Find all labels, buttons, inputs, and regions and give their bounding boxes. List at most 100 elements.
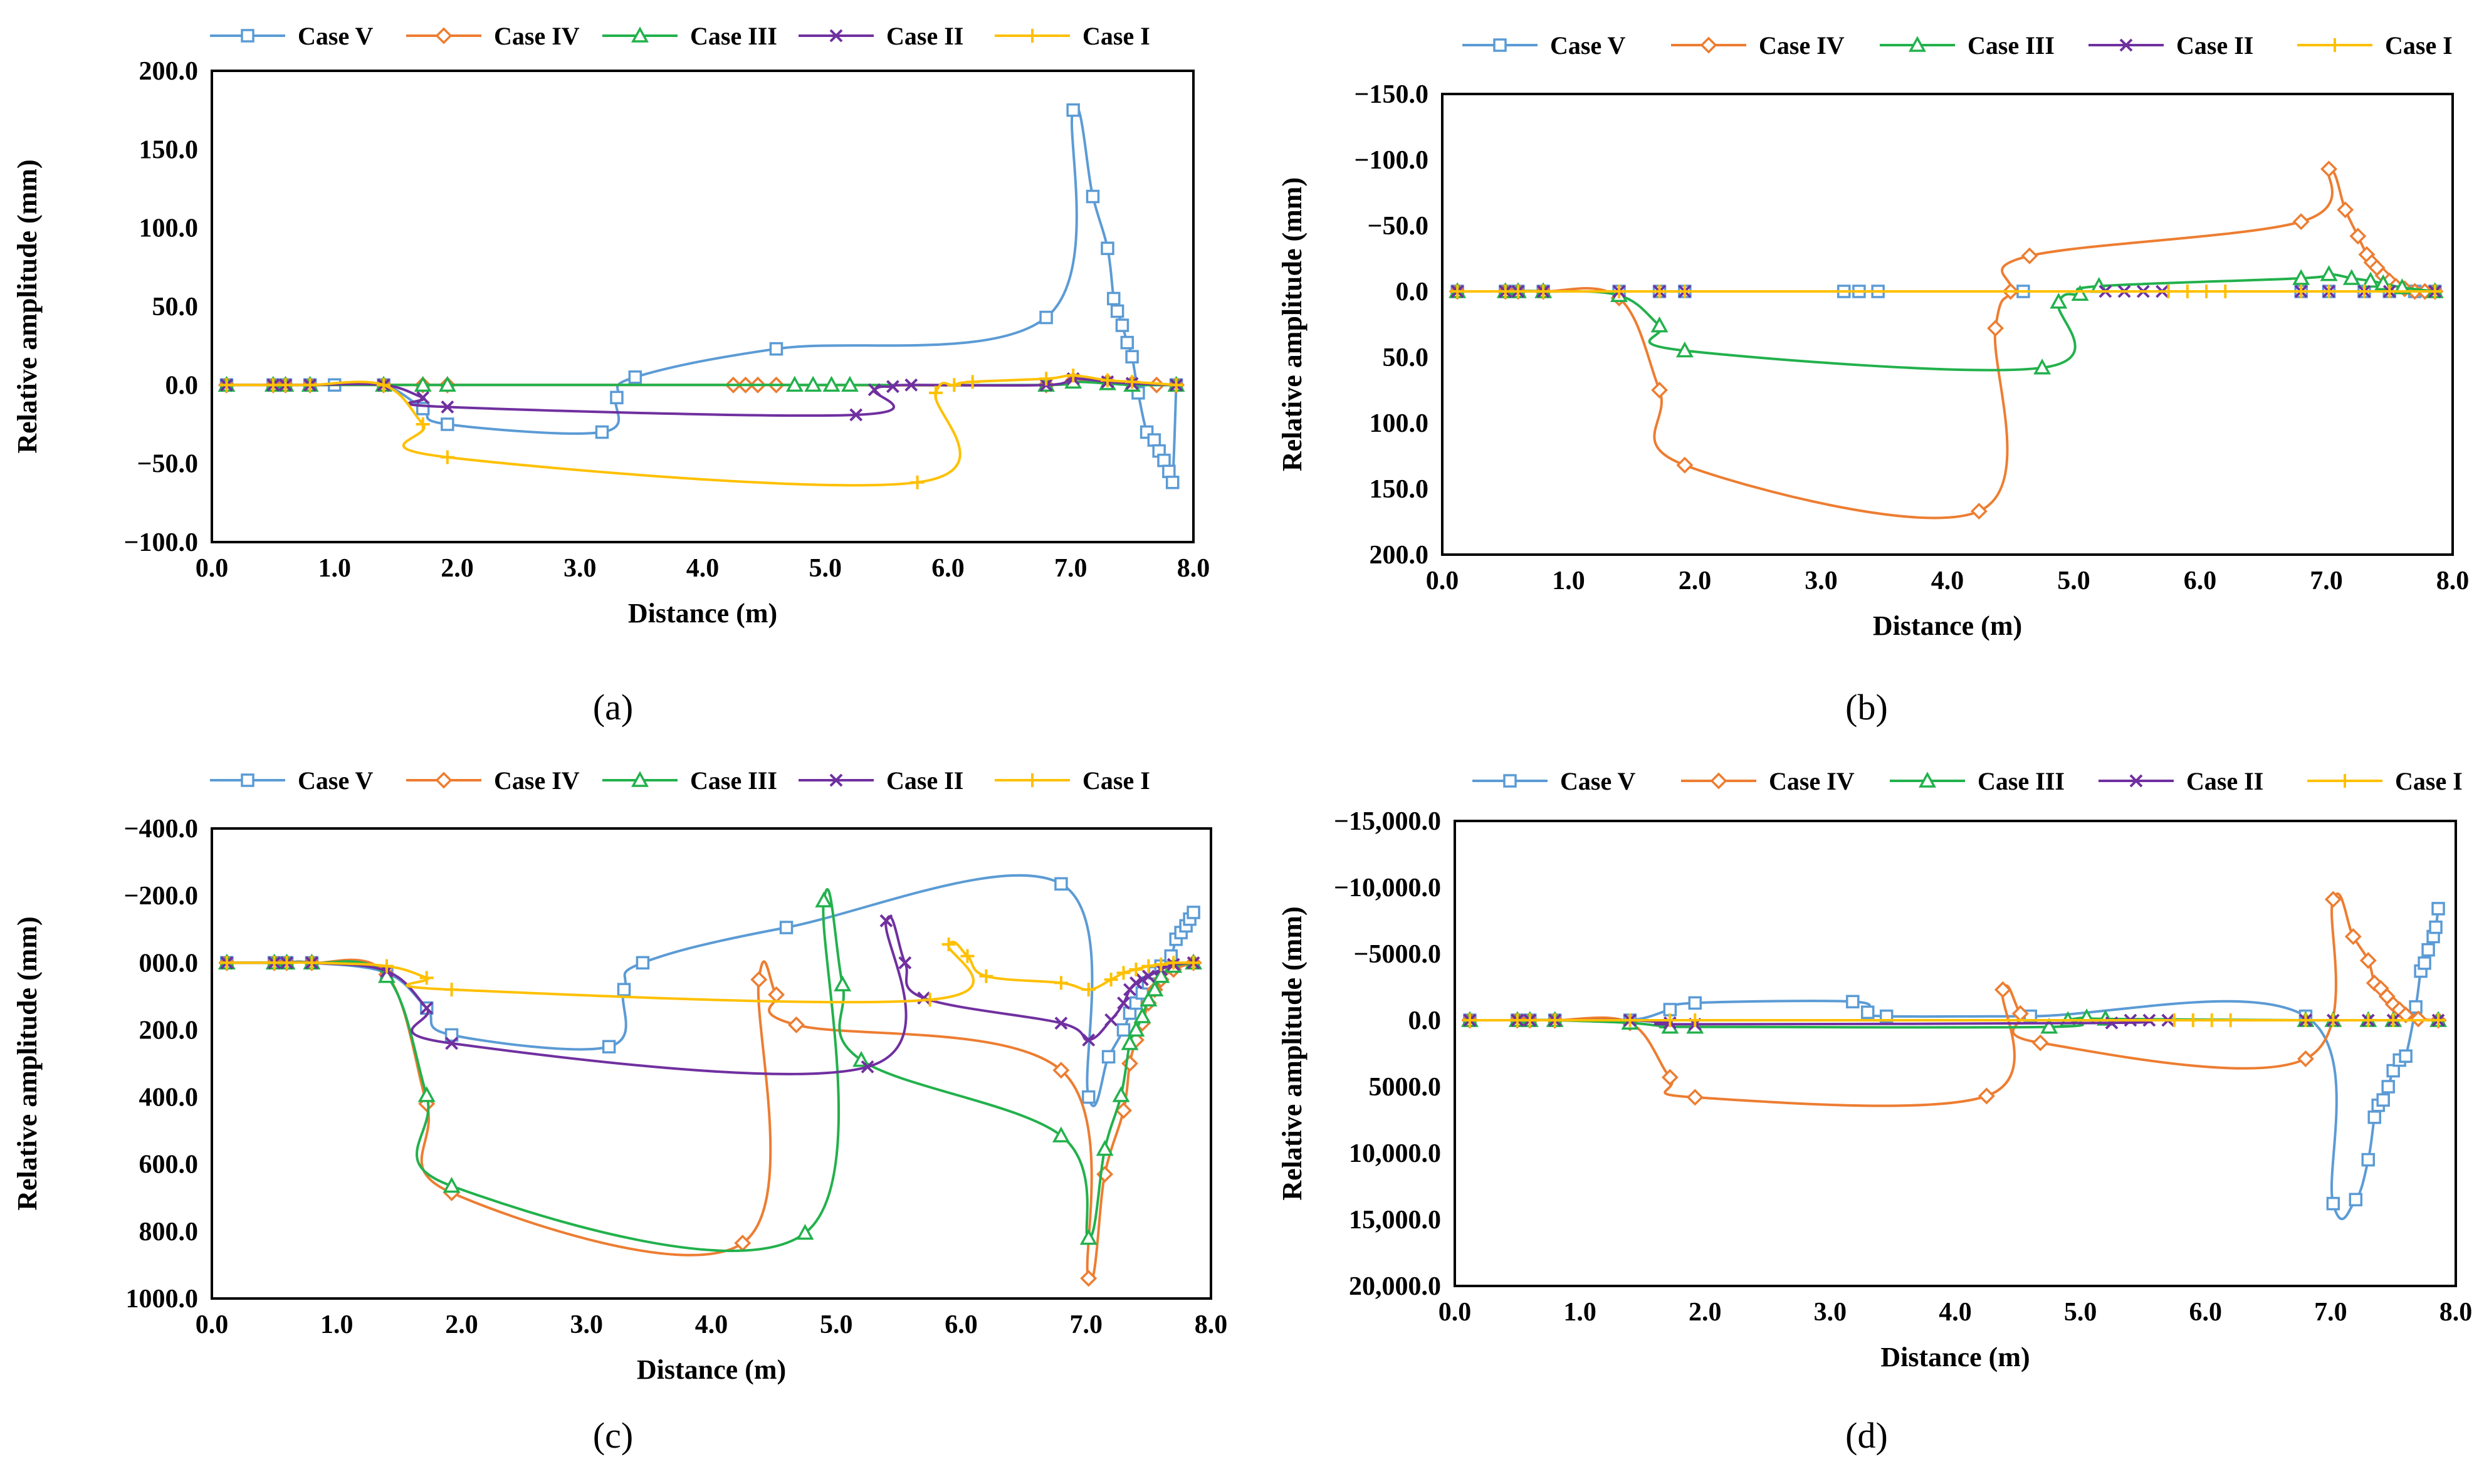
legend-item-case-ii: Case II: [799, 22, 963, 50]
x-axis-label: Distance (m): [1873, 610, 2022, 641]
data-point-case-i: [1688, 1013, 1702, 1027]
panel-label: (b): [1845, 687, 1888, 728]
data-point-case-iii: [2342, 269, 2361, 285]
data-point-case-i: [2431, 1013, 2446, 1027]
data-point-case-i: [947, 378, 962, 392]
data-point-case-v: [2349, 1193, 2363, 1206]
data-point-case-v: [610, 390, 624, 405]
plot-frame: [211, 70, 1195, 543]
legend-label-case-iii: Case III: [690, 22, 777, 50]
legend-marker-case-iii: [631, 26, 649, 43]
data-point-case-iv: [2021, 247, 2038, 264]
data-point-case-i: [1104, 973, 1118, 987]
panel-a: 0.0 1.0 2.0 3.0 4.0 5.0 6.0 7.0 8.0 −100.0 −50.0 0.…: [12, 22, 1210, 728]
legend-marker-case-iii: [1909, 36, 1926, 52]
data-point-case-i: [2298, 1013, 2313, 1027]
legend-marker-case-ii: [2119, 38, 2133, 52]
data-point-case-iii: [417, 1086, 436, 1102]
data-point-case-i: [1498, 285, 1512, 298]
legend-marker-case-ii: [829, 29, 843, 43]
x-tick-label: 5.0: [820, 1310, 853, 1339]
data-point-case-i: [440, 450, 454, 464]
data-point-case-iv: [788, 1016, 805, 1033]
data-point-case-i: [1129, 963, 1143, 976]
legend-item-case-i: Case I: [995, 766, 1150, 795]
legend-label-case-v: Case V: [298, 22, 373, 50]
data-point-case-iii: [1675, 341, 1694, 358]
data-point-case-iii: [1079, 1228, 1098, 1245]
legend-marker-case-iv: [1700, 36, 1717, 54]
data-point-case-i: [910, 475, 925, 489]
y-tick-label: 000.0: [139, 949, 199, 978]
legend-marker-case-ii: [829, 773, 843, 787]
data-point-case-v: [1187, 906, 1200, 919]
y-tick-label: −5000.0: [1354, 940, 1441, 969]
data-point-case-ii: [1082, 1033, 1096, 1047]
y-tick-label: 150.0: [139, 135, 199, 164]
panel-c: 0.0 1.0 2.0 3.0 4.0 5.0 6.0 7.0 8.0 −400.0 −200.0 0…: [12, 766, 1227, 1456]
y-tick-label: 5000.0: [1369, 1073, 1442, 1102]
x-tick-label: 8.0: [2439, 1298, 2473, 1327]
data-point-case-v: [1861, 1005, 1875, 1020]
data-point-case-i: [2428, 285, 2442, 298]
panel-label: (a): [593, 687, 633, 728]
x-tick-label: 2.0: [441, 554, 474, 583]
data-point-case-ii: [861, 1060, 874, 1074]
legend-item-case-iv: Case IV: [1681, 767, 1855, 795]
legend-item-case-ii: Case II: [799, 766, 963, 795]
data-point-case-i: [2223, 1013, 2238, 1027]
series-layer: [1449, 160, 2444, 520]
data-point-case-i: [1154, 957, 1168, 971]
data-point-case-i: [1663, 1013, 1677, 1027]
data-point-case-i: [2326, 1013, 2340, 1027]
legend-item-case-v: Case V: [210, 766, 373, 795]
data-point-case-v: [1688, 996, 1702, 1010]
data-point-case-ii: [420, 1001, 434, 1015]
y-axis-label: Relative amplitude (mm): [12, 159, 43, 453]
x-axis-label: Distance (m): [1880, 1342, 2030, 1372]
data-point-case-ii: [1117, 996, 1130, 1010]
y-tick-label: −50.0: [1368, 212, 1428, 241]
x-tick-label: 4.0: [686, 554, 720, 583]
data-point-case-v: [1110, 304, 1124, 318]
x-tick-label: 1.0: [1552, 567, 1585, 595]
data-point-case-iii: [796, 1223, 814, 1240]
data-point-case-i: [1081, 983, 1096, 997]
data-point-case-i: [2382, 285, 2397, 298]
data-point-case-v: [1157, 453, 1171, 468]
data-point-case-iii: [414, 375, 432, 392]
data-point-case-iv: [1115, 1102, 1132, 1119]
legend: Case V Case IV Case III Case II Case I: [1472, 767, 2463, 795]
data-point-case-i: [1039, 372, 1054, 386]
series-markers-case-i: [219, 368, 1183, 489]
data-point-case-i: [267, 956, 281, 970]
series-markers-case-i: [219, 937, 1201, 1007]
data-point-case-iv: [2324, 891, 2342, 908]
data-point-case-iii: [2050, 293, 2068, 309]
data-point-case-v: [2376, 1093, 2390, 1107]
data-point-case-ii: [904, 378, 918, 392]
legend-label-case-ii: Case II: [2186, 767, 2263, 795]
series-markers-case-i: [1462, 1013, 2446, 1027]
data-point-case-ii: [867, 383, 881, 397]
data-point-case-i: [1652, 285, 1667, 298]
data-point-case-iv: [2359, 952, 2377, 969]
legend-label-case-i: Case I: [1082, 766, 1150, 795]
data-point-case-i: [1141, 959, 1156, 973]
data-point-case-ii: [416, 390, 430, 404]
data-point-case-iv: [1052, 1062, 1070, 1079]
data-point-case-v: [441, 417, 454, 431]
data-point-case-i: [280, 956, 294, 970]
data-point-case-iv: [2397, 1006, 2414, 1023]
data-point-case-iv: [1661, 1069, 1679, 1086]
legend-label-case-v: Case V: [298, 766, 373, 795]
y-tick-label: 200.0: [1370, 541, 1429, 570]
data-point-case-iii: [2320, 265, 2338, 281]
data-point-case-i: [2218, 285, 2233, 298]
y-tick-label: 0.0: [165, 371, 199, 400]
legend-marker-case-iv: [435, 771, 453, 789]
y-tick-label: 200.0: [139, 57, 199, 86]
data-point-case-iv: [2349, 227, 2367, 245]
data-point-case-iv: [1686, 1089, 1704, 1106]
legend-label-case-iii: Case III: [1968, 31, 2055, 60]
